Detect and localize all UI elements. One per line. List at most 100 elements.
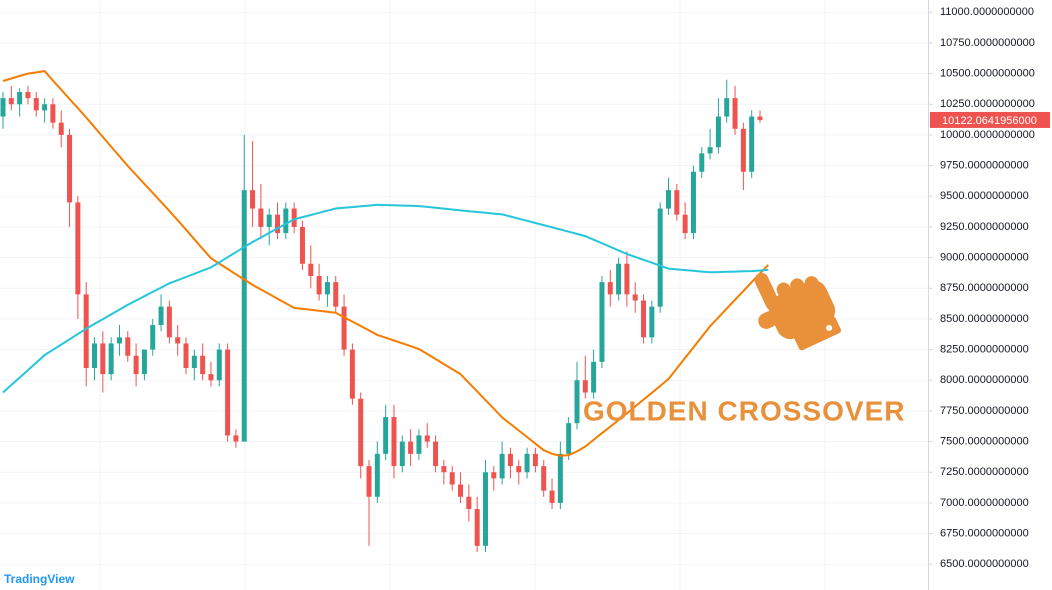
candle-body	[491, 472, 497, 479]
candle-body	[67, 134, 73, 203]
candle-body	[83, 294, 89, 368]
y-tick-label: 9500.0000000000	[940, 190, 1029, 202]
moving-average-line	[2, 70, 770, 457]
price-axis: 6500.0000000000 6750.0000000000 7000.00000…	[928, 6, 1050, 570]
candle-body	[258, 208, 264, 227]
candle-body	[141, 349, 147, 375]
candle-body	[216, 349, 222, 381]
candle-body	[433, 441, 439, 467]
candle-body	[366, 466, 372, 497]
candle-body	[524, 453, 530, 473]
candle-body	[532, 453, 538, 467]
candle-body	[591, 361, 597, 393]
candle-body	[8, 98, 14, 105]
candle-body	[116, 337, 122, 344]
candle-body	[707, 147, 713, 154]
candle-body	[599, 282, 605, 362]
candle-body	[233, 435, 239, 442]
candle-body	[308, 263, 314, 276]
candle-body	[250, 190, 256, 209]
candle-body	[191, 355, 197, 368]
candle-body	[133, 355, 139, 375]
candle-body	[33, 98, 39, 111]
candle-body	[324, 282, 330, 295]
candle-body	[291, 208, 297, 227]
watermark: TradingView	[4, 572, 75, 586]
y-tick-label: 11000.0000000000	[940, 6, 1034, 18]
candle-body	[275, 214, 281, 234]
y-tick-label: 8500.0000000000	[940, 313, 1029, 325]
candle-body	[358, 398, 364, 467]
candle-body	[641, 300, 647, 338]
candle-body	[557, 453, 563, 503]
candle-body	[399, 441, 405, 467]
candle-body	[416, 435, 422, 454]
candle-body	[341, 306, 347, 350]
candle-body	[166, 306, 172, 338]
y-tick-label: 9250.0000000000	[940, 221, 1029, 233]
candle-body	[482, 472, 488, 546]
last-price-box	[930, 111, 1050, 128]
candle-body	[374, 453, 380, 497]
grid	[0, 0, 928, 590]
candle-body	[333, 282, 339, 307]
candle-body	[25, 91, 31, 99]
y-tick-label: 9750.0000000000	[940, 159, 1029, 171]
candle-body	[732, 98, 738, 129]
candle-body	[632, 294, 638, 301]
y-tick-label: 8750.0000000000	[940, 282, 1029, 294]
candle-body	[75, 202, 81, 295]
candle-body	[749, 116, 755, 172]
candle-body	[607, 282, 613, 295]
candle-body	[665, 190, 671, 209]
y-tick-label: 7250.0000000000	[940, 466, 1029, 478]
candle-body	[757, 116, 763, 120]
candle-body	[449, 472, 455, 485]
y-tick-label: 10500.0000000000	[940, 68, 1035, 80]
candle-body	[100, 343, 106, 375]
candle-body	[649, 306, 655, 338]
candle-body	[566, 423, 572, 454]
y-tick-label: 10750.0000000000	[940, 37, 1035, 49]
candle-body	[674, 190, 680, 215]
candle-body	[574, 380, 580, 424]
candle-body	[283, 208, 289, 234]
candle-body	[17, 91, 23, 105]
moving-average-line	[2, 203, 769, 394]
candle-body	[383, 417, 389, 454]
y-tick-label: 7750.0000000000	[940, 405, 1029, 417]
candle-body	[150, 325, 156, 350]
candle-body	[391, 417, 397, 467]
candle-body	[92, 343, 98, 368]
candle-body	[175, 337, 181, 344]
candle-body	[316, 275, 322, 295]
y-tick-label: 10250.0000000000	[940, 98, 1035, 110]
candle-body	[200, 355, 206, 375]
candle-body	[50, 104, 56, 123]
candle-body	[549, 490, 555, 503]
candle-body	[108, 343, 114, 375]
hand-icon	[754, 273, 842, 351]
candle-body	[499, 453, 505, 479]
candle-body	[690, 171, 696, 234]
candle-body	[125, 337, 131, 356]
candle-body	[715, 116, 721, 148]
candle-body	[458, 484, 464, 497]
candle-body	[58, 122, 64, 135]
candle-body	[408, 441, 414, 454]
candle-body	[441, 466, 447, 473]
candle-body	[516, 466, 522, 473]
last-price-label: 10122.0641956000	[942, 115, 1037, 127]
y-tick-label: 9000.0000000000	[940, 251, 1029, 263]
candle-body	[424, 435, 430, 442]
y-tick-label: 6750.0000000000	[940, 527, 1029, 539]
candle-body	[266, 214, 272, 227]
plot	[0, 70, 770, 552]
candle-body	[657, 208, 663, 307]
candle-body	[699, 153, 705, 172]
candle-body	[682, 214, 688, 234]
candle-body	[208, 374, 214, 381]
candle-body	[183, 343, 189, 368]
